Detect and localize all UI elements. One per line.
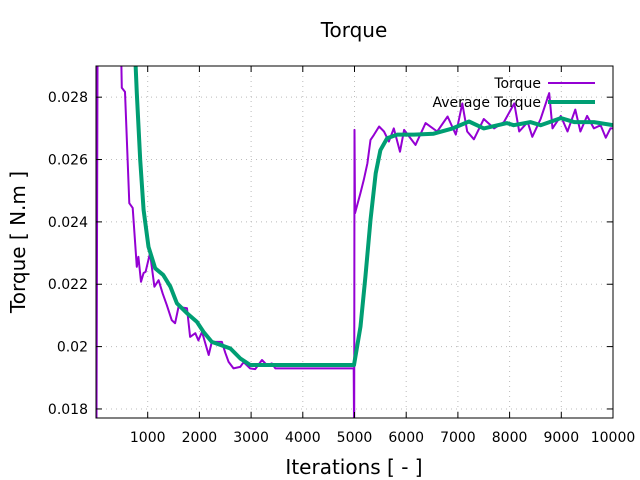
series-group <box>96 66 613 418</box>
chart-title: Torque <box>320 18 388 42</box>
x-axis-label: Iterations [ - ] <box>285 455 422 479</box>
legend-label: Average Torque <box>432 95 541 111</box>
x-tick-label: 6000 <box>388 430 424 446</box>
grid <box>96 66 613 418</box>
y-tick-label: 0.022 <box>48 277 88 293</box>
x-tick-label: 2000 <box>182 430 218 446</box>
x-tick-label: 8000 <box>492 430 528 446</box>
ticks: 1000 2000 3000 4000 5000 6000 7000 8000 9000 1000… <box>48 66 635 446</box>
x-tick-label: 4000 <box>285 430 321 446</box>
x-tick-label: 1000 <box>130 430 166 446</box>
y-tick-label: 0.018 <box>48 402 88 418</box>
x-tick-label: 3000 <box>233 430 269 446</box>
x-tick-label: 7000 <box>440 430 476 446</box>
y-tick-label: 0.024 <box>48 215 88 231</box>
series-line-average-torque <box>133 66 613 367</box>
y-tick-label: 0.028 <box>48 90 88 106</box>
x-tick-label: 5000 <box>337 430 373 446</box>
y-axis-label: Torque [ N.m ] <box>6 171 30 314</box>
x-tick-label: 10000 <box>591 430 636 446</box>
x-tick-label: 9000 <box>543 430 579 446</box>
y-tick-label: 0.02 <box>57 340 88 356</box>
legend-label: Torque <box>493 76 541 92</box>
series-line-torque <box>96 66 613 418</box>
y-tick-label: 0.026 <box>48 153 88 169</box>
legend: Torque Average Torque <box>432 76 595 111</box>
